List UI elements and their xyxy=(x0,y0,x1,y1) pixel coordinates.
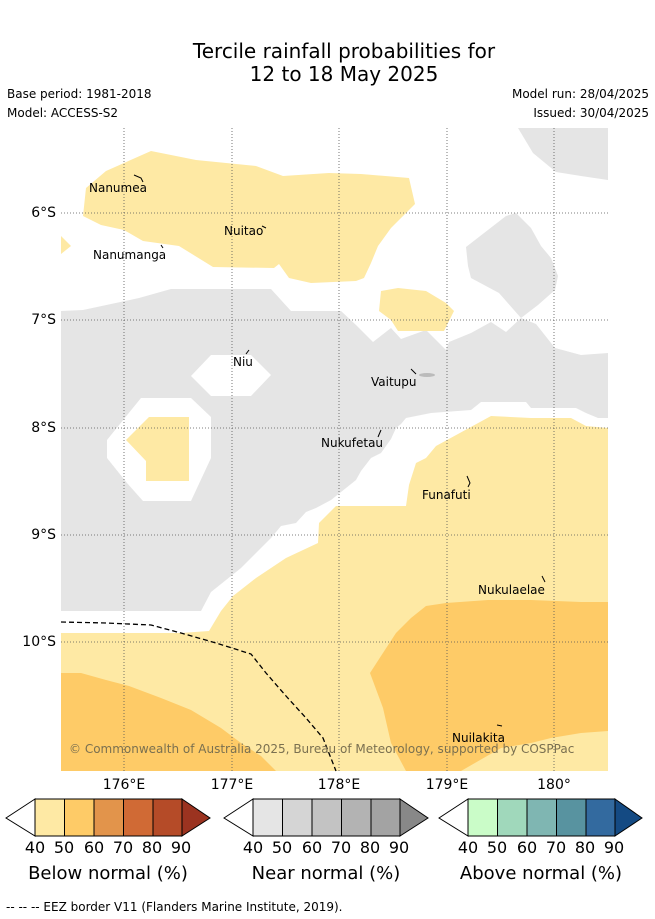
colorbar-below-tick-60: 60 xyxy=(83,838,105,857)
colorbar-near-tick-90: 90 xyxy=(388,838,410,857)
eez-border xyxy=(60,621,337,772)
colorbar-below-tick-80: 80 xyxy=(141,838,163,857)
near-normal-region-east xyxy=(466,213,558,318)
place-label-nanumanga: Nanumanga xyxy=(93,248,167,262)
colorbar-below-normal-swatches xyxy=(5,798,211,837)
colorbar-swatch-80 xyxy=(152,798,183,837)
island-vaitupu xyxy=(410,368,417,375)
place-label-nukufetau: Nukufetau xyxy=(321,436,384,450)
island-nuilakita xyxy=(496,724,503,727)
lon-label-178e: 178°E xyxy=(317,777,361,793)
colorbar-swatch-70 xyxy=(341,798,372,837)
colorbar-below-tick-90: 90 xyxy=(170,838,192,857)
place-label-nuitao: Nuitao xyxy=(224,224,264,238)
below-normal-40-region-north xyxy=(83,151,415,283)
colorbar-above-tick-80: 80 xyxy=(574,838,596,857)
lat-label-10s: 10°S xyxy=(22,634,56,650)
place-label-niu: Niu xyxy=(233,355,253,369)
lon-label-177e: 177°E xyxy=(210,777,254,793)
place-label-nanumea: Nanumea xyxy=(89,181,147,195)
colorbar-above-tick-60: 60 xyxy=(516,838,538,857)
colorbar-above-tick-70: 70 xyxy=(545,838,567,857)
lat-label-9s: 9°S xyxy=(31,527,56,543)
colorbar-swatch-50 xyxy=(497,798,528,837)
map-attribution: © Commonwealth of Australia 2025, Bureau… xyxy=(69,742,575,756)
colorbar-near-tick-40: 40 xyxy=(242,838,264,857)
place-label-nukulaelae: Nukulaelae xyxy=(478,583,545,597)
below-normal-40-region-west-tip xyxy=(61,236,71,254)
lat-label-7s: 7°S xyxy=(31,312,56,328)
colorbar-near-tick-50: 50 xyxy=(271,838,293,857)
colorbar-near-normal-swatches xyxy=(223,798,429,837)
colorbar-swatch-90 xyxy=(614,798,643,837)
island-nukulaelae xyxy=(541,575,546,583)
title-line-1: Tercile rainfall probabilities for xyxy=(192,39,496,63)
colorbar-swatch-50 xyxy=(64,798,95,837)
colorbar-swatch-40 xyxy=(252,798,283,837)
no-signal-area-niu xyxy=(191,355,271,396)
place-label-funafuti: Funafuti xyxy=(422,488,471,502)
colorbar-near-tick-70: 70 xyxy=(330,838,352,857)
colorbar-swatch-70 xyxy=(123,798,154,837)
issued-date: Issued: 30/04/2025 xyxy=(533,106,649,120)
island-nuitao xyxy=(261,225,267,229)
colorbar-above-tick-50: 50 xyxy=(486,838,508,857)
colorbar-above-tick-40: 40 xyxy=(457,838,479,857)
model-name: Model: ACCESS-S2 xyxy=(7,106,119,120)
lat-label-8s: 8°S xyxy=(31,420,56,436)
colorbar-swatch-90 xyxy=(399,798,429,837)
base-period: Base period: 1981-2018 xyxy=(7,87,152,101)
island-nanumea xyxy=(133,174,144,183)
colorbar-below-tick-70: 70 xyxy=(112,838,134,857)
colorbar-below-tick-40: 40 xyxy=(24,838,46,857)
island-funafuti xyxy=(466,475,471,488)
model-run-date: Model run: 28/04/2025 xyxy=(511,87,649,101)
colorbar-near-tick-60: 60 xyxy=(301,838,323,857)
near-normal-region-northeast xyxy=(518,128,608,180)
colorbar-below-title: Below normal (%) xyxy=(28,863,188,884)
island-outlines xyxy=(133,174,546,727)
island-vaitupu-shape xyxy=(419,373,435,377)
lon-label-176e: 176°E xyxy=(102,777,146,793)
colorbar-above-tick-90: 90 xyxy=(603,838,625,857)
colorbar-swatch-40 xyxy=(34,798,65,837)
lat-label-6s: 6°S xyxy=(31,205,56,221)
map-gridlines xyxy=(61,128,608,771)
colorbar-swatch-40 xyxy=(467,798,498,837)
place-label-nuilakita: Nuilakita xyxy=(452,731,505,745)
colorbar-below-tick-50: 50 xyxy=(53,838,75,857)
map-title: Tercile rainfall probabilities for 12 to… xyxy=(0,40,655,86)
colorbar-swatch-50 xyxy=(282,798,313,837)
lon-label-179e: 179°E xyxy=(425,777,469,793)
colorbar-near-tick-80: 80 xyxy=(359,838,381,857)
colorbar-swatch-80 xyxy=(370,798,401,837)
colorbar-swatch-90 xyxy=(181,798,211,837)
colorbar-swatch-70 xyxy=(556,798,587,837)
colorbar-swatch-60 xyxy=(311,798,342,837)
below-normal-50-region-south-east xyxy=(370,600,608,771)
place-label-vaitupu: Vaitupu xyxy=(371,375,417,389)
below-normal-40-region-inner xyxy=(126,417,189,481)
island-nukufetau xyxy=(377,429,382,438)
island-nanumanga xyxy=(160,244,164,249)
forecast-map xyxy=(60,128,608,772)
lon-label-180: 180° xyxy=(537,777,571,793)
colorbar-near-title: Near normal (%) xyxy=(251,863,401,884)
title-line-2: 12 to 18 May 2025 xyxy=(249,62,439,86)
colorbar-swatch-60 xyxy=(526,798,557,837)
eez-border-note: -- -- -- EEZ border V11 (Flanders Marine… xyxy=(6,900,343,914)
colorbar-above-title: Above normal (%) xyxy=(459,863,623,884)
island-niu xyxy=(245,349,250,355)
below-normal-50-region-south-west xyxy=(61,673,276,771)
colorbar-swatch-80 xyxy=(585,798,616,837)
colorbar-swatch-60 xyxy=(93,798,124,837)
colorbar-above-normal-swatches xyxy=(438,798,643,837)
